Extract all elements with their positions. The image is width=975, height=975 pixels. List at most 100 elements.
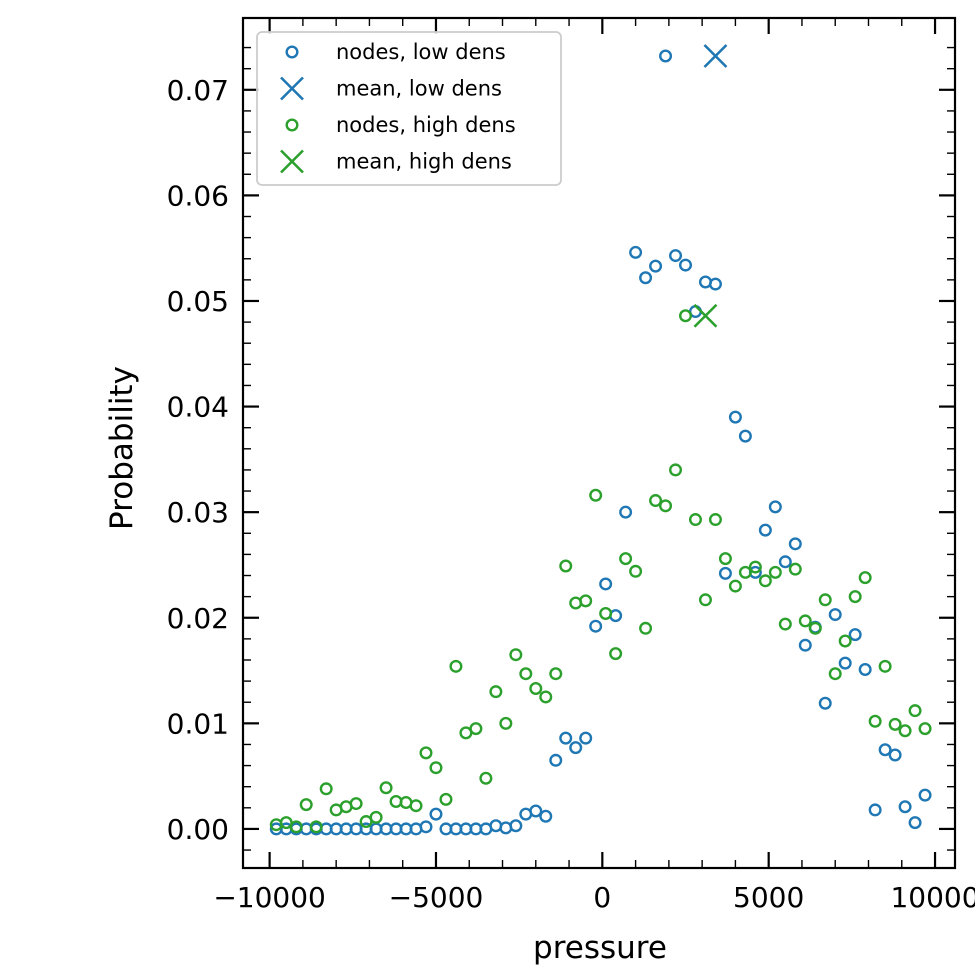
data-point (649, 494, 663, 508)
data-point (409, 799, 423, 813)
data-point (679, 309, 693, 323)
data-point (918, 788, 932, 802)
data-point (818, 696, 832, 710)
legend-marker-x (280, 149, 304, 174)
data-point (888, 748, 902, 762)
x-tick-label: 10000 (890, 881, 975, 914)
x-tick-label: 0 (593, 881, 611, 914)
data-point (579, 731, 593, 745)
data-point (738, 565, 752, 579)
x-tick-label: −5000 (389, 881, 484, 914)
mean-marker (703, 44, 728, 68)
data-point (589, 619, 603, 633)
data-point (599, 577, 613, 591)
data-point (868, 714, 882, 728)
data-point (509, 819, 523, 833)
legend: nodes, low dens mean, low dens nodes, high… (256, 31, 562, 186)
data-point (639, 621, 653, 635)
data-point (728, 579, 742, 593)
y-tick-label: 0.01 (167, 707, 229, 740)
axes: −10000 −5000 0 5000 10000 0.00 0.01 0.02 0.03 0.0… (167, 16, 975, 914)
data-point (878, 659, 892, 673)
data-point (429, 807, 443, 821)
data-point (878, 743, 892, 757)
data-point (649, 259, 663, 273)
data-point (778, 617, 792, 631)
data-point (299, 798, 313, 812)
legend-label: mean, low dens (336, 77, 502, 101)
data-point (429, 761, 443, 775)
data-point (469, 722, 483, 736)
legend-marker-circle (285, 118, 299, 132)
data-point (679, 258, 693, 272)
data-point (589, 488, 603, 502)
data-point (419, 820, 433, 834)
data-point (768, 500, 782, 514)
data-point (419, 746, 433, 760)
y-tick-label: 0.03 (167, 496, 229, 529)
data-point (848, 628, 862, 642)
data-point (908, 704, 922, 718)
legend-label: nodes, high dens (336, 113, 516, 137)
data-point (788, 562, 802, 576)
data-point (569, 741, 583, 755)
mean-marker (693, 303, 718, 328)
data-point (818, 593, 832, 607)
legend-item: nodes, low dens (285, 40, 506, 64)
data-point (659, 49, 673, 63)
data-point (838, 656, 852, 670)
data-point (738, 429, 752, 443)
data-point (659, 499, 673, 513)
data-point (529, 681, 543, 695)
y-axis-title: Probability (104, 366, 140, 530)
data-point (599, 607, 613, 621)
data-point (319, 782, 333, 796)
data-point (768, 565, 782, 579)
data-point (838, 634, 852, 648)
data-point (718, 566, 732, 580)
data-point (519, 667, 533, 681)
data-point (379, 781, 393, 795)
data-point (549, 753, 563, 767)
data-point (858, 662, 872, 676)
data-point (499, 716, 513, 730)
plot-frame (241, 16, 957, 870)
data-point (559, 731, 573, 745)
data-point (898, 724, 912, 738)
data-point (619, 505, 633, 519)
data-point (289, 820, 303, 834)
y-tick-label: 0.00 (167, 813, 229, 846)
data-point (509, 648, 523, 662)
data-point (688, 513, 702, 527)
data-point (449, 659, 463, 673)
data-point (748, 560, 762, 574)
x-tick-label: −10000 (213, 881, 326, 914)
data-point (629, 564, 643, 578)
data-point (898, 800, 912, 814)
data-point (888, 717, 902, 731)
data-point (708, 277, 722, 291)
data-point (639, 271, 653, 285)
data-point (788, 537, 802, 551)
data-point (848, 590, 862, 604)
data-point (728, 410, 742, 424)
y-tick-label: 0.05 (167, 285, 229, 318)
data-point (609, 647, 623, 661)
data-point (479, 771, 493, 785)
data-point (669, 249, 683, 263)
data-point (549, 667, 563, 681)
legend-item: mean, high dens (280, 149, 512, 174)
legend-label: nodes, low dens (336, 40, 506, 64)
data-point (529, 804, 543, 818)
data-point (629, 245, 643, 259)
data-point (808, 621, 822, 635)
data-point (918, 722, 932, 736)
legend-marker-x (280, 76, 304, 101)
y-tick-label: 0.06 (167, 179, 229, 212)
data-point (579, 594, 593, 608)
data-point (309, 820, 323, 834)
data-point (868, 803, 882, 817)
legend-label: mean, high dens (336, 150, 512, 174)
legend-item: mean, low dens (280, 76, 502, 101)
